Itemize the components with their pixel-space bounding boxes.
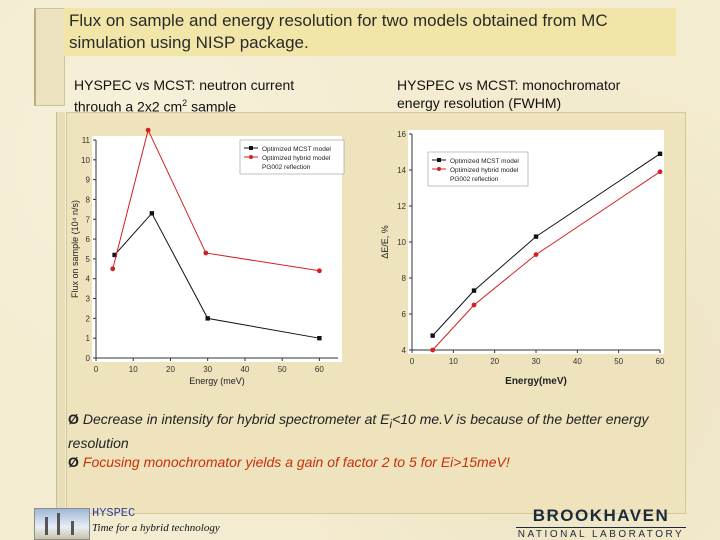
left-chart-heading: HYSPEC vs MCST: neutron current through … bbox=[74, 76, 374, 116]
title-highlight bbox=[64, 8, 676, 56]
bullet-1-pre: Decrease in intensity for hybrid spectro… bbox=[82, 411, 390, 427]
data-point-circle bbox=[110, 266, 116, 272]
legend-entry: Optimized MCST model bbox=[450, 158, 519, 165]
legend-marker bbox=[249, 155, 253, 159]
bullet-list: Ø Decrease in intensity for hybrid spectr… bbox=[68, 410, 678, 472]
bullet-1-sub: i bbox=[389, 417, 393, 431]
y-tick-label: 11 bbox=[82, 136, 91, 145]
y-axis-label: Flux on sample (10⁴ n/s) bbox=[70, 200, 80, 298]
y-tick-label: 7 bbox=[86, 215, 91, 224]
data-point-square bbox=[657, 151, 663, 156]
footer-tagline: Time for a hybrid technology bbox=[92, 522, 220, 534]
data-point-circle bbox=[316, 268, 322, 274]
series-line-1 bbox=[112, 128, 320, 272]
data-point-circle bbox=[471, 302, 477, 308]
y-tick-label: 9 bbox=[86, 176, 91, 185]
data-point-circle bbox=[533, 252, 539, 257]
slide-title: Flux on sample and energy resolution for… bbox=[69, 11, 608, 52]
x-tick-label: 10 bbox=[129, 365, 138, 374]
series-line-0 bbox=[432, 153, 661, 336]
data-point-circle bbox=[203, 250, 209, 256]
bullet-2: Ø Focusing monochromator yields a gain of… bbox=[68, 453, 678, 472]
data-point-square bbox=[317, 335, 322, 341]
y-tick-label: 12 bbox=[397, 202, 406, 211]
left-heading-sup: 2 bbox=[182, 98, 188, 108]
arrow-icon: Ø bbox=[68, 411, 79, 427]
flux-chart: 0 10 20 30 40 50 60 0 1 2 3 4 5 6 7 8 9 10 11 Energy (meV) F… bbox=[68, 126, 358, 388]
brookhaven-logo: BROOKHAVEN NATIONAL LABORATORY bbox=[516, 506, 686, 540]
y-tick-label: 14 bbox=[397, 166, 406, 175]
chart-svg: 0 10 20 30 40 50 60 4 6 8 10 12 14 16 Energy(meV) ΔE/E,… bbox=[380, 130, 665, 387]
x-tick-label: 50 bbox=[614, 357, 623, 366]
x-tick-label: 20 bbox=[166, 365, 175, 374]
decorative-bar-side bbox=[56, 112, 65, 512]
data-point-square bbox=[471, 288, 477, 293]
legend-entry: Optimized MCST model bbox=[262, 146, 331, 153]
right-heading-line1: HYSPEC vs MCST: monochromator bbox=[397, 77, 621, 93]
lab-name: BROOKHAVEN bbox=[532, 506, 670, 525]
legend-marker bbox=[437, 158, 441, 162]
x-axis-label: Energy(meV) bbox=[505, 376, 567, 387]
chart-svg: 0 10 20 30 40 50 60 0 1 2 3 4 5 6 7 8 9 10 11 Energy (meV) F… bbox=[70, 127, 345, 386]
data-point-circle bbox=[430, 347, 436, 353]
data-point-circle bbox=[145, 127, 151, 133]
hyspec-logo-image bbox=[34, 508, 90, 540]
y-tick-label: 3 bbox=[86, 295, 91, 304]
data-point-square bbox=[149, 211, 155, 216]
x-tick-label: 10 bbox=[449, 357, 458, 366]
right-heading-line2: energy resolution (FWHM) bbox=[397, 95, 562, 111]
y-tick-label: 10 bbox=[81, 156, 90, 165]
x-tick-label: 60 bbox=[315, 365, 324, 374]
right-chart-heading: HYSPEC vs MCST: monochromator energy res… bbox=[397, 76, 697, 112]
x-tick-label: 50 bbox=[278, 365, 287, 374]
decorative-bar-top bbox=[34, 8, 65, 106]
data-point-square bbox=[430, 333, 435, 338]
arrow-icon: Ø bbox=[68, 453, 79, 470]
legend-note: PG002 reflection bbox=[262, 164, 311, 171]
y-tick-label: 10 bbox=[397, 238, 406, 247]
legend-marker bbox=[249, 146, 253, 150]
y-tick-label: 0 bbox=[86, 354, 91, 363]
y-axis-label: ΔE/E, % bbox=[380, 225, 390, 259]
y-tick-label: 1 bbox=[86, 334, 91, 343]
y-tick-label: 8 bbox=[86, 195, 91, 204]
x-tick-label: 60 bbox=[656, 357, 665, 366]
left-heading-line1: HYSPEC vs MCST: neutron current bbox=[74, 77, 295, 93]
legend-entry: Optimized hybrid model bbox=[450, 167, 519, 174]
x-tick-label: 0 bbox=[410, 357, 415, 366]
data-point-square bbox=[205, 316, 210, 321]
y-tick-label: 6 bbox=[402, 310, 407, 319]
left-heading-line2-pre: through a 2x2 cm bbox=[74, 98, 183, 115]
series-line-0 bbox=[114, 212, 320, 339]
series-line-1 bbox=[432, 171, 661, 351]
y-tick-label: 4 bbox=[86, 275, 91, 284]
x-tick-label: 30 bbox=[532, 357, 541, 366]
bullet-2-text: Focusing monochromator yields a gain of … bbox=[82, 453, 510, 470]
data-point-square bbox=[112, 252, 117, 258]
x-tick-label: 30 bbox=[203, 365, 212, 374]
data-point-circle bbox=[657, 169, 663, 175]
bullet-1: Ø Decrease in intensity for hybrid spectr… bbox=[68, 410, 678, 453]
legend-note: PG002 reflection bbox=[450, 176, 499, 183]
x-tick-label: 0 bbox=[94, 365, 99, 374]
x-tick-label: 40 bbox=[573, 357, 582, 366]
y-tick-label: 2 bbox=[86, 314, 91, 323]
y-tick-label: 6 bbox=[86, 235, 91, 244]
footer-branding: HYSPEC Time for a hybrid technology bbox=[92, 506, 220, 534]
footer-brand: HYSPEC bbox=[92, 506, 136, 520]
x-axis-label: Energy (meV) bbox=[189, 376, 245, 386]
lab-subtitle: NATIONAL LABORATORY bbox=[516, 527, 686, 540]
legend-entry: Optimized hybrid model bbox=[262, 155, 331, 162]
y-tick-label: 16 bbox=[397, 130, 406, 139]
left-heading-line2-post: sample bbox=[187, 98, 237, 115]
y-tick-label: 4 bbox=[402, 346, 407, 355]
y-tick-label: 8 bbox=[402, 274, 407, 283]
resolution-chart: 0 10 20 30 40 50 60 4 6 8 10 12 14 16 Energy(meV) ΔE/E,… bbox=[368, 126, 680, 388]
x-tick-label: 40 bbox=[240, 365, 249, 374]
y-tick-label: 5 bbox=[86, 255, 91, 264]
legend-marker bbox=[437, 167, 441, 171]
x-tick-label: 20 bbox=[490, 357, 499, 366]
data-point-square bbox=[533, 234, 539, 239]
bullet-1-post: <10 me.V is because of the better energy… bbox=[68, 411, 649, 451]
